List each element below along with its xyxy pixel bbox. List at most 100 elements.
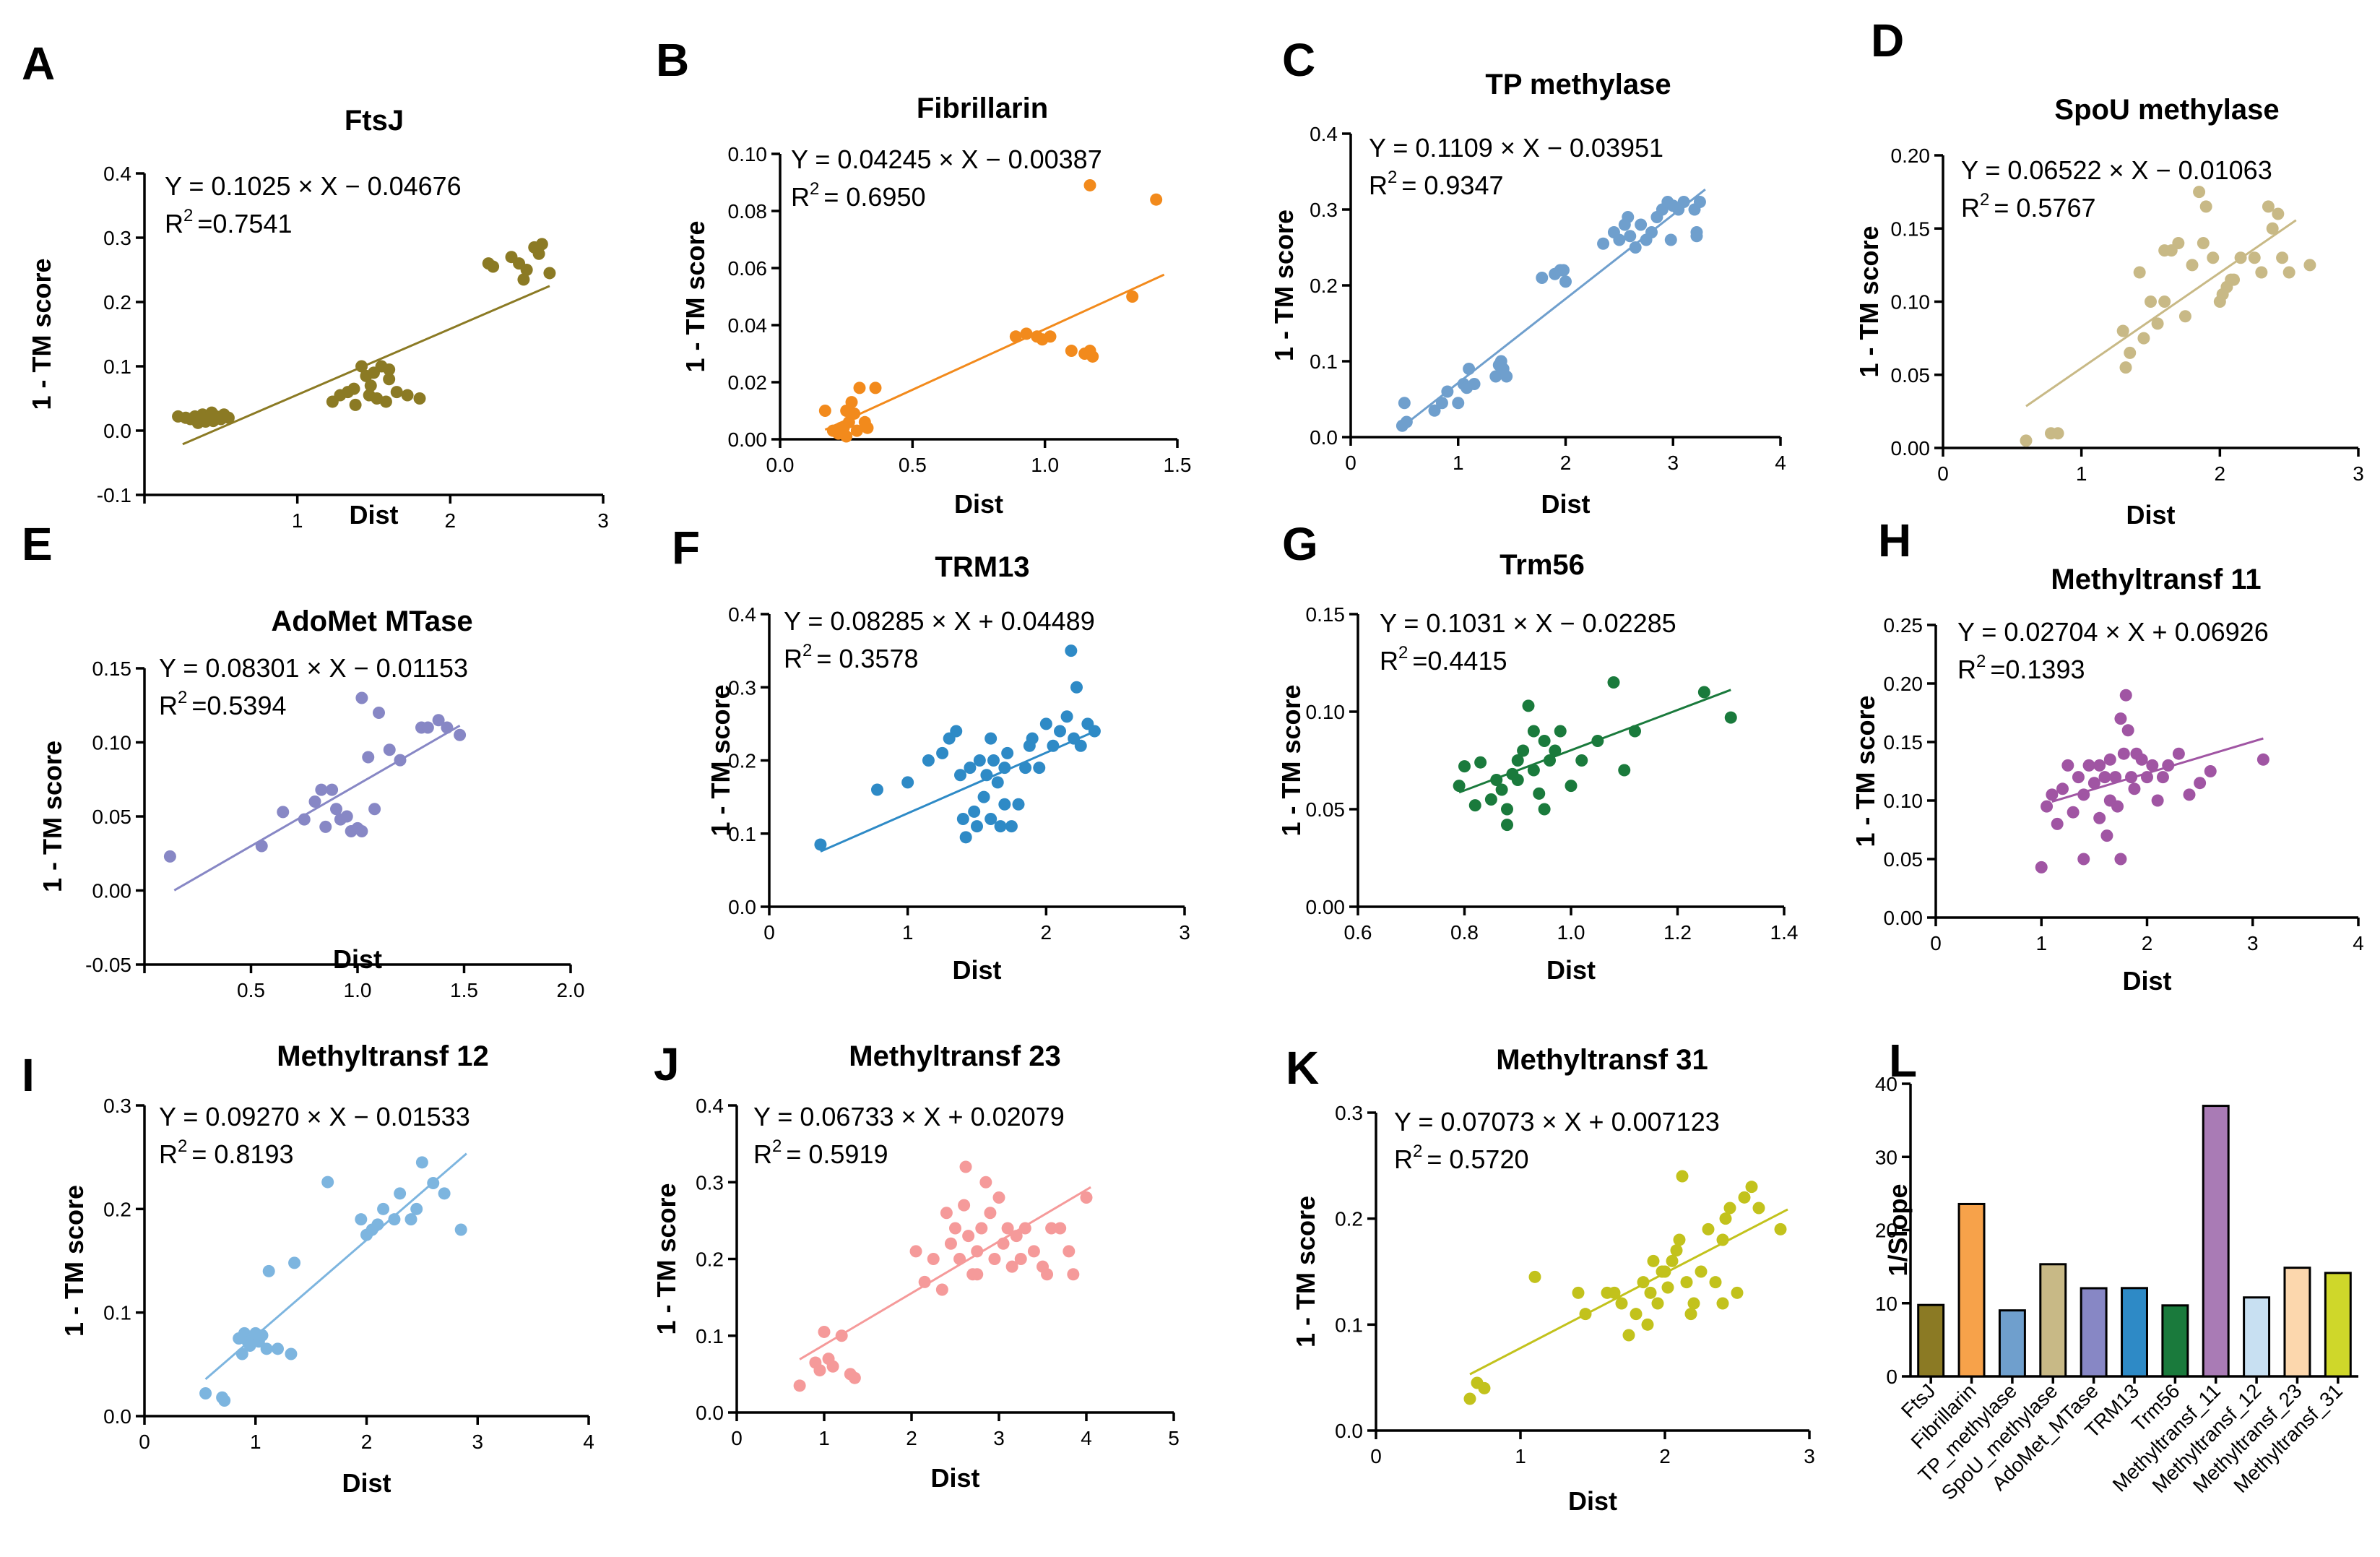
y-tick-label: 0.00: [728, 428, 768, 451]
y-tick-label: 0.05: [92, 806, 132, 828]
data-point: [532, 247, 545, 260]
y-tick-label: 0.04: [728, 314, 768, 337]
data-point: [2035, 861, 2048, 874]
r-squared: R2 = 0.5720: [1394, 1142, 1529, 1174]
y-tick-label: 0.1: [103, 355, 131, 378]
data-point: [2020, 434, 2033, 447]
data-point: [1723, 1202, 1736, 1215]
r-squared-symbol: R: [159, 691, 178, 720]
data-point: [262, 1264, 275, 1277]
data-point: [1001, 1222, 1014, 1235]
y-tick-label: 0.15: [1884, 731, 1924, 754]
x-tick-label: 5: [1168, 1427, 1180, 1449]
y-axis-title: 1 - TM score: [1269, 210, 1299, 361]
bar: [1957, 1202, 1986, 1378]
data-point: [1538, 803, 1551, 816]
data-point: [834, 421, 847, 434]
y-tick-label: 0.4: [728, 603, 756, 626]
x-tick-label: 2: [906, 1427, 917, 1449]
data-point: [2121, 724, 2134, 737]
data-point: [2082, 759, 2095, 772]
x-tick-label: 1: [1515, 1445, 1526, 1467]
data-point: [1658, 1265, 1671, 1278]
data-point: [1039, 717, 1052, 730]
data-point: [1624, 230, 1637, 243]
x-axis-title: Dist: [1541, 489, 1590, 519]
data-point: [438, 1187, 451, 1200]
x-tick-label: 3: [1804, 1445, 1815, 1467]
regression-equation: Y = 0.09270 × X − 0.01533: [159, 1102, 470, 1131]
data-point: [1495, 783, 1508, 796]
data-point: [1511, 774, 1524, 786]
r-squared: R2 =0.7541: [165, 206, 293, 238]
data-point: [2272, 207, 2285, 220]
data-point: [1738, 1191, 1751, 1204]
data-point: [355, 691, 368, 704]
r-squared-symbol: R: [1394, 1144, 1413, 1174]
data-point: [2172, 747, 2185, 760]
data-point: [1608, 1286, 1621, 1299]
data-point: [1579, 1308, 1592, 1321]
data-point: [2178, 310, 2191, 323]
data-point: [2128, 782, 2141, 795]
r-squared-value: =0.5394: [191, 691, 286, 720]
data-point: [256, 1329, 269, 1342]
data-point: [956, 813, 969, 825]
x-axis-title: Dist: [342, 1468, 391, 1498]
y-tick-label: 0.3: [1310, 199, 1338, 221]
data-point: [935, 1283, 948, 1296]
panel-letter: L: [1889, 1035, 1917, 1087]
r-squared-exponent: 2: [1976, 652, 1986, 671]
x-tick-label: 2: [445, 509, 456, 532]
y-axis-title: 1 - TM score: [1291, 1196, 1320, 1347]
y-axis-title: 1 - TM score: [680, 220, 710, 372]
panel-h: H Methyltransf 11 0.00 0.05 0.10 0.15 0.20 0.25…: [1851, 514, 2364, 996]
y-axis-title: 1 - TM score: [652, 1183, 681, 1334]
r-squared: R2 = 0.5919: [753, 1137, 888, 1169]
data-point: [1731, 1286, 1744, 1299]
chart-title: Methyltransf 31: [1496, 1044, 1708, 1076]
data-point: [984, 1207, 997, 1220]
panel-letter: D: [1871, 14, 1904, 66]
data-point: [954, 769, 966, 782]
r-squared-value: = 0.8193: [191, 1139, 293, 1169]
data-point: [1074, 739, 1087, 752]
data-point: [1549, 744, 1562, 757]
data-point: [371, 1218, 384, 1231]
data-point: [1533, 787, 1546, 800]
data-point: [973, 754, 986, 767]
r-squared: R2 = 0.5767: [1961, 190, 2096, 223]
y-tick-label: 0.0: [1335, 1420, 1363, 1442]
data-point: [1724, 711, 1737, 724]
data-point: [1697, 686, 1710, 699]
data-point: [1088, 725, 1101, 738]
data-point: [2125, 771, 2138, 784]
x-tick-label: 3: [472, 1431, 483, 1453]
r-squared-exponent: 2: [178, 688, 187, 707]
y-tick-label: 0.1: [103, 1302, 131, 1324]
x-tick-label: 1.0: [1557, 921, 1585, 944]
data-point: [1661, 1281, 1674, 1294]
data-point: [1019, 762, 1032, 775]
data-point: [308, 795, 321, 808]
data-point: [971, 1268, 984, 1281]
data-point: [421, 721, 434, 734]
data-point: [2135, 753, 2148, 766]
data-point: [909, 1245, 922, 1258]
regression-equation: Y = 0.04245 × X − 0.00387: [791, 145, 1102, 174]
y-tick-label: 0.2: [103, 1198, 131, 1220]
panel-letter: H: [1878, 514, 1911, 566]
data-point: [410, 1202, 423, 1215]
data-point: [2117, 747, 2130, 760]
x-tick-label: 0: [1345, 452, 1356, 474]
x-tick-label: 0: [1937, 462, 1949, 485]
data-point: [235, 1347, 248, 1360]
data-point: [277, 806, 290, 819]
regression-equation: Y = 0.1109 × X − 0.03951: [1369, 133, 1663, 163]
y-tick-label: 0.1: [696, 1325, 724, 1347]
y-tick-label: -0.05: [85, 954, 131, 976]
data-point: [1622, 211, 1635, 223]
data-point: [2093, 759, 2106, 772]
data-point: [858, 415, 871, 428]
